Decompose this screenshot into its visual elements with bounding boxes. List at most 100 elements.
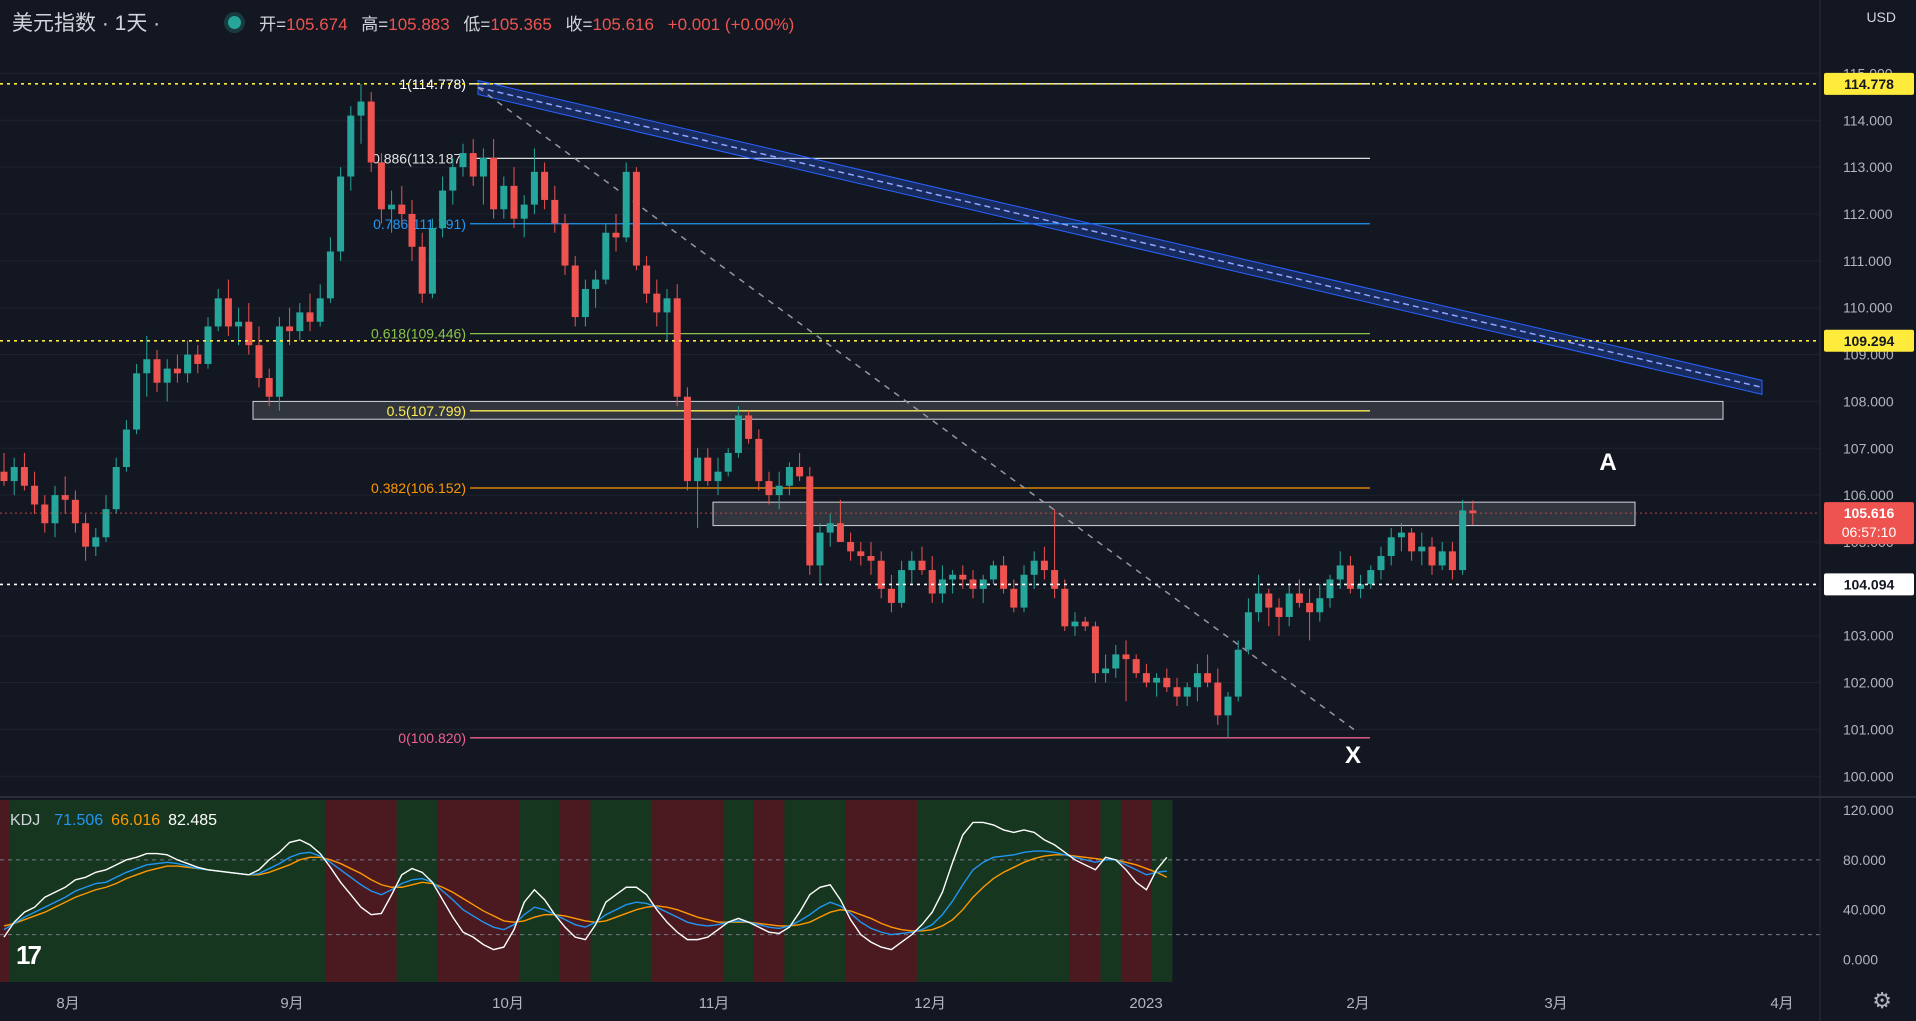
candle-body bbox=[959, 574, 967, 580]
kdj-band bbox=[345, 800, 357, 982]
channel-band bbox=[477, 79, 1763, 396]
time-axis[interactable]: 8月 9月 10月 11月 12月 2023 2月 3月 4月 bbox=[56, 995, 1793, 1012]
kdj-legend[interactable]: KDJ 71.506 66.016 82.485 bbox=[10, 812, 217, 830]
candle-body bbox=[826, 523, 834, 533]
candle-body bbox=[1040, 560, 1048, 571]
candle-body bbox=[1234, 649, 1242, 697]
candle-body bbox=[1081, 621, 1089, 627]
kdj-band bbox=[447, 800, 459, 982]
candle-body bbox=[245, 321, 253, 346]
kdj-band bbox=[988, 800, 999, 982]
candle-body bbox=[275, 326, 283, 397]
price-tag-box bbox=[1824, 573, 1914, 596]
candle-body bbox=[214, 298, 222, 327]
candle-body bbox=[1438, 551, 1446, 566]
candle-body bbox=[82, 523, 90, 547]
low-label: 低= bbox=[463, 14, 491, 34]
kdj-k-value: 71.506 bbox=[54, 812, 104, 829]
candle-body bbox=[224, 298, 232, 327]
candle-body bbox=[500, 185, 508, 210]
candle-body bbox=[1153, 677, 1161, 683]
price-tick-label: 108.000 bbox=[1843, 393, 1894, 409]
candle-body bbox=[867, 556, 875, 561]
kdj-band bbox=[682, 800, 693, 982]
support-zone-box bbox=[712, 501, 1636, 527]
candle-body bbox=[622, 171, 630, 238]
candle-body bbox=[1448, 551, 1456, 571]
candle-body bbox=[428, 228, 436, 294]
kdj-band bbox=[927, 800, 938, 982]
kdj-band bbox=[672, 800, 683, 982]
kdj-tick-label: 120.000 bbox=[1843, 802, 1894, 818]
kdj-band bbox=[335, 800, 347, 982]
kdj-band bbox=[559, 800, 571, 982]
horizontal-price-lines[interactable] bbox=[0, 83, 1820, 586]
settings-gear-icon[interactable]: ⚙ bbox=[1872, 988, 1892, 1013]
candle-body bbox=[102, 509, 110, 538]
candle-body bbox=[949, 574, 957, 580]
candle-body bbox=[184, 354, 192, 374]
kdj-background-bands bbox=[0, 800, 1173, 982]
candle-body bbox=[255, 345, 263, 378]
kdj-band bbox=[19, 800, 30, 982]
candle-body bbox=[367, 101, 375, 163]
kdj-band bbox=[111, 800, 122, 982]
kdj-band bbox=[355, 800, 367, 982]
candle-body bbox=[704, 457, 712, 482]
candle-body bbox=[816, 532, 824, 566]
kdj-band bbox=[876, 800, 887, 982]
candle-body bbox=[918, 560, 926, 571]
kdj-d-value: 66.016 bbox=[111, 812, 161, 829]
symbol-title[interactable]: 美元指数 · 1天 · bbox=[12, 12, 161, 35]
price-axis[interactable]: 115.000114.000113.000112.000111.000110.0… bbox=[1843, 65, 1894, 784]
kdj-band bbox=[162, 800, 173, 982]
price-tick-label: 111.000 bbox=[1843, 253, 1892, 269]
tradingview-logo[interactable]: 17 bbox=[16, 940, 42, 970]
time-tick-label: 2月 bbox=[1346, 995, 1369, 1012]
candlestick-series[interactable] bbox=[0, 83, 1477, 738]
kdj-axis[interactable]: 120.000 80.000 40.000 0.000 bbox=[1843, 802, 1894, 968]
kdj-band bbox=[967, 800, 979, 982]
candle-body bbox=[1295, 593, 1303, 603]
close-value: 105.616 bbox=[592, 14, 654, 34]
support-resistance-zones[interactable] bbox=[252, 400, 1724, 527]
candle-body bbox=[581, 288, 589, 318]
kdj-band bbox=[1141, 800, 1152, 982]
price-tick-label: 112.000 bbox=[1843, 206, 1893, 222]
candle-body bbox=[643, 265, 651, 294]
candle-body bbox=[989, 565, 997, 580]
candle-body bbox=[898, 570, 906, 603]
candle-body bbox=[796, 467, 804, 477]
candle-body bbox=[673, 298, 681, 397]
candle-body bbox=[204, 326, 212, 364]
candle-body bbox=[1193, 673, 1201, 688]
kdj-band bbox=[570, 800, 581, 982]
price-tick-label: 113.000 bbox=[1843, 159, 1893, 175]
candle-body bbox=[388, 204, 396, 210]
price-tick-label: 114.000 bbox=[1843, 112, 1893, 128]
kdj-band bbox=[539, 800, 551, 982]
high-value: 105.883 bbox=[388, 14, 450, 34]
candle-body bbox=[1051, 570, 1059, 589]
kdj-band bbox=[1151, 800, 1163, 982]
kdj-title: KDJ bbox=[10, 812, 41, 829]
candle-body bbox=[1010, 588, 1018, 608]
candle-body bbox=[571, 265, 579, 318]
kdj-band bbox=[0, 800, 10, 982]
kdj-band bbox=[906, 800, 918, 982]
kdj-band bbox=[631, 800, 642, 982]
kdj-band bbox=[733, 800, 744, 982]
kdj-band bbox=[223, 800, 234, 982]
kdj-band bbox=[386, 800, 398, 982]
candle-body bbox=[418, 246, 426, 294]
kdj-band bbox=[753, 800, 765, 982]
time-tick-label: 8月 bbox=[56, 995, 79, 1012]
currency-selector[interactable]: USD bbox=[1866, 9, 1896, 25]
candle-body bbox=[1000, 565, 1008, 589]
kdj-lines bbox=[3, 821, 1168, 951]
price-tag-box bbox=[1824, 329, 1914, 352]
kdj-band bbox=[80, 800, 92, 982]
open-label: 开= bbox=[259, 14, 287, 34]
descending-channel[interactable] bbox=[477, 79, 1763, 396]
